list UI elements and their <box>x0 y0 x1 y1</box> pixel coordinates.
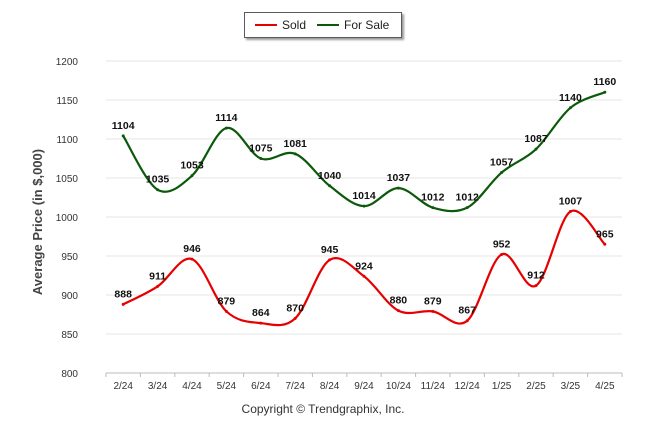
label-layer: 888 911 946 879 864 870 945 924 880 879 867 952 912 1… <box>112 76 617 319</box>
x-tick-label: 12/24 <box>455 381 480 392</box>
for-sale-data-label: 1014 <box>352 190 376 202</box>
for-sale-data-label: 1081 <box>284 138 308 150</box>
for-sale-data-point <box>362 204 366 208</box>
for-sale-swatch-icon <box>317 23 339 26</box>
for-sale-data-point <box>431 206 435 210</box>
x-tick-label: 6/24 <box>251 381 271 392</box>
for-sale-data-point <box>534 147 538 151</box>
y-tick-label: 800 <box>61 369 78 380</box>
x-tick-label: 4/25 <box>595 381 615 392</box>
sold-data-point <box>259 321 263 325</box>
y-tick-label: 1050 <box>56 174 79 185</box>
y-tick-label: 850 <box>61 330 78 341</box>
for-sale-data-label: 1035 <box>146 174 170 186</box>
for-sale-data-label: 1160 <box>593 76 616 88</box>
for-sale-data-point <box>396 186 400 190</box>
x-tick-label: 4/24 <box>182 381 202 392</box>
for-sale-data-point <box>603 90 607 94</box>
sold-data-point <box>156 284 160 288</box>
legend: Sold For Sale <box>244 12 402 38</box>
y-tick-label: 950 <box>61 252 78 263</box>
for-sale-data-point <box>259 157 263 160</box>
sold-data-label: 864 <box>252 307 270 319</box>
for-sale-data-point <box>500 171 504 175</box>
for-sale-data-label: 1075 <box>249 143 273 155</box>
for-sale-data-point <box>328 184 332 188</box>
sold-data-point <box>362 274 366 278</box>
for-sale-data-point <box>293 152 297 156</box>
for-sale-data-label: 1104 <box>112 120 135 132</box>
sold-data-point <box>328 258 332 262</box>
sold-data-point <box>190 257 194 261</box>
for-sale-data-point <box>568 106 572 110</box>
sold-data-label: 879 <box>218 295 236 307</box>
for-sale-data-point <box>121 134 125 138</box>
for-sale-data-label: 1057 <box>490 157 514 169</box>
for-sale-data-point <box>156 188 160 192</box>
y-tick-label: 1100 <box>56 135 78 146</box>
for-sale-data-point <box>465 206 469 210</box>
legend-item-sold[interactable]: Sold <box>255 18 306 32</box>
y-tick-label: 1000 <box>56 213 79 224</box>
x-tick-label: 11/24 <box>421 381 446 392</box>
sold-data-point <box>603 242 607 246</box>
for-sale-data-label: 1012 <box>421 192 445 204</box>
for-sale-data-label: 1140 <box>559 92 582 104</box>
sold-data-point <box>534 284 538 288</box>
sold-data-label: 952 <box>493 238 511 250</box>
y-tick-label: 1150 <box>56 96 78 107</box>
sold-data-point <box>224 309 228 313</box>
for-sale-data-label: 1053 <box>180 160 204 172</box>
sold-data-label: 870 <box>286 302 304 314</box>
sold-data-point <box>396 309 400 313</box>
for-sale-data-label: 1087 <box>524 133 548 145</box>
x-tick-label: 3/24 <box>148 381 168 392</box>
legend-item-for-sale[interactable]: For Sale <box>317 18 389 32</box>
y-tick-label: 900 <box>61 291 78 302</box>
sold-data-point <box>121 302 125 306</box>
sold-data-label: 1007 <box>559 196 583 208</box>
for-sale-data-label: 1037 <box>387 172 411 184</box>
sold-data-label: 911 <box>149 270 166 282</box>
for-sale-data-label: 1012 <box>456 192 480 204</box>
x-tick-label: 1/25 <box>492 381 512 392</box>
sold-data-point <box>568 210 572 214</box>
x-tick-label: 3/25 <box>561 381 581 392</box>
axis-layer: 800 850 900 950 1000 1050 1100 1150 1200 2/24 3/24… <box>56 57 623 392</box>
legend-label-for-sale: For Sale <box>344 18 390 32</box>
sold-data-label: 867 <box>458 305 476 317</box>
sold-data-point <box>431 309 435 313</box>
sold-data-label: 880 <box>390 295 408 307</box>
x-tick-label: 5/24 <box>217 381 237 392</box>
sold-data-point <box>500 252 504 256</box>
x-tick-label: 8/24 <box>320 381 340 392</box>
x-tick-label: 2/24 <box>113 381 133 392</box>
for-sale-data-point <box>190 174 194 178</box>
sold-data-label: 945 <box>321 244 339 256</box>
x-tick-label: 7/24 <box>285 381 305 392</box>
x-tick-label: 9/24 <box>354 381 374 392</box>
grid-layer <box>106 60 622 374</box>
for-sale-data-label: 1040 <box>318 170 342 182</box>
sold-data-label: 912 <box>527 270 545 282</box>
for-sale-data-label: 1114 <box>215 112 237 124</box>
for-sale-data-point <box>224 126 228 130</box>
series-layer <box>121 90 607 327</box>
sold-data-label: 946 <box>183 243 201 255</box>
sold-data-point <box>465 319 469 323</box>
y-axis-title: Average Price (in $,000) <box>30 149 45 295</box>
sold-swatch-icon <box>255 23 277 26</box>
sold-data-label: 924 <box>355 260 373 272</box>
x-tick-label: 2/25 <box>526 381 546 392</box>
x-tick-label: 10/24 <box>386 381 411 392</box>
legend-label-sold: Sold <box>282 18 307 32</box>
sold-data-label: 879 <box>424 295 442 307</box>
copyright-text: Copyright © Trendgraphix, Inc. <box>241 402 405 416</box>
y-tick-label: 1200 <box>56 57 79 68</box>
sold-data-label: 965 <box>596 228 614 240</box>
sold-data-point <box>293 316 297 320</box>
sold-data-label: 888 <box>114 288 132 300</box>
